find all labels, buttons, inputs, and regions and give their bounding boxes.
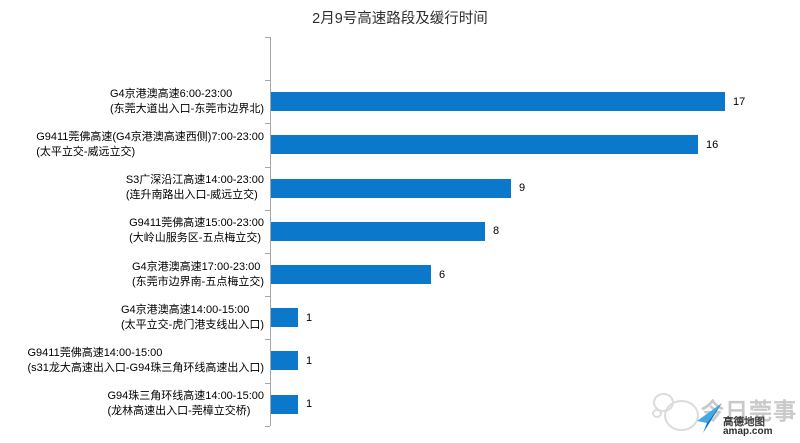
- plot-area: G4京港澳高速6:00-23:00 (东莞大道出入口-东莞市边界北) 17 G9…: [0, 37, 800, 426]
- chart-row: S3广深沿江高速14:00-23:00 (连升南路出入口-威远立交) 9: [0, 167, 800, 210]
- map-domain-watermark: amap.com: [723, 426, 773, 437]
- paper-plane-icon: [697, 403, 722, 433]
- category-label: G4京港澳高速6:00-23:00 (东莞大道出入口-东莞市边界北): [0, 87, 264, 117]
- chart-row: G4京港澳高速14:00-15:00 (太平立交-虎门港支线出入口) 1: [0, 296, 800, 339]
- category-label-line2: (龙林高速出入口-莞樟立交桥): [107, 405, 251, 418]
- value-label: 1: [306, 311, 313, 324]
- chart-row: G4京港澳高速6:00-23:00 (东莞大道出入口-东莞市边界北) 17: [0, 80, 800, 123]
- value-label: 17: [733, 95, 746, 108]
- value-label: 1: [306, 398, 313, 411]
- axis-tick: [265, 383, 270, 384]
- category-label: S3广深沿江高速14:00-23:00 (连升南路出入口-威远立交): [0, 173, 264, 203]
- chart-row: G9411莞佛高速14:00-15:00 (s31龙大高速出入口-G94珠三角环…: [0, 339, 800, 382]
- chart-row: G9411莞佛高速15:00-23:00 (大岭山服务区-五点梅立交) 8: [0, 210, 800, 253]
- chat-bubbles-watermark-icon: [652, 409, 662, 418]
- axis-tick: [265, 123, 270, 124]
- category-label-line1: G9411莞佛高速15:00-23:00: [129, 217, 264, 230]
- chart-row: G4京港澳高速17:00-23:00 (东莞市边界南-五点梅立交) 6: [0, 253, 800, 296]
- axis-tick: [265, 80, 270, 81]
- category-label: G9411莞佛高速(G4京港澳高速西侧)7:00-23:00 (太平立交-威远立…: [0, 130, 264, 160]
- chart-title: 2月9号高速路段及缓行时间: [312, 11, 488, 27]
- category-label: G4京港澳高速17:00-23:00 (东莞市边界南-五点梅立交): [0, 260, 264, 290]
- axis-tick: [265, 167, 270, 168]
- category-label-line1: G9411莞佛高速14:00-15:00: [27, 346, 163, 359]
- category-label: G94珠三角环线高速14:00-15:00 (龙林高速出入口-莞樟立交桥): [0, 389, 264, 419]
- bar: [271, 351, 298, 371]
- axis-tick: [265, 210, 270, 211]
- chart-row: G94珠三角环线高速14:00-15:00 (龙林高速出入口-莞樟立交桥) 1: [0, 383, 800, 426]
- chart-row: G9411莞佛高速(G4京港澳高速西侧)7:00-23:00 (太平立交-威远立…: [0, 123, 800, 166]
- category-label-line2: (东莞市边界南-五点梅立交): [132, 275, 264, 288]
- bar: [271, 92, 725, 112]
- category-label-line2: (太平立交-虎门港支线出入口): [121, 318, 264, 331]
- y-axis-line: [270, 37, 271, 426]
- axis-tick: [265, 426, 270, 427]
- category-label-line1: G9411莞佛高速(G4京港澳高速西侧)7:00-23:00: [36, 130, 264, 143]
- category-label-line1: G4京港澳高速17:00-23:00: [132, 260, 261, 273]
- category-label-line1: S3广深沿江高速14:00-23:00: [125, 174, 264, 187]
- axis-tick: [265, 296, 270, 297]
- map-brand-watermark: 高德地图: [723, 416, 765, 428]
- empty-band: [0, 37, 800, 80]
- category-label-line2: (大岭山服务区-五点梅立交): [129, 232, 262, 245]
- category-label: G9411莞佛高速15:00-23:00 (大岭山服务区-五点梅立交): [0, 216, 264, 246]
- bar: [271, 178, 511, 198]
- bar: [271, 135, 698, 155]
- chat-bubbles-watermark-icon: [664, 400, 699, 431]
- bar: [271, 308, 298, 328]
- category-label-line2: (连升南路出入口-威远立交): [125, 189, 258, 202]
- category-label-line2: (东莞大道出入口-东莞市边界北): [110, 102, 264, 115]
- bar: [271, 394, 298, 414]
- category-label: G4京港澳高速14:00-15:00 (太平立交-虎门港支线出入口): [0, 303, 264, 333]
- value-label: 9: [519, 182, 526, 195]
- category-label-line1: G4京港澳高速14:00-15:00: [121, 303, 250, 316]
- category-label-line1: G94珠三角环线高速14:00-15:00: [107, 390, 264, 403]
- category-label-line2: (s31龙大高速出入口-G94珠三角环线高速出入口): [27, 361, 264, 374]
- axis-tick: [265, 339, 270, 340]
- axis-tick: [265, 37, 270, 38]
- bar: [271, 221, 485, 241]
- category-label-line2: (太平立交-威远立交): [36, 145, 136, 158]
- category-label: G9411莞佛高速14:00-15:00 (s31龙大高速出入口-G94珠三角环…: [0, 346, 264, 376]
- value-label: 16: [706, 138, 719, 151]
- value-label: 6: [439, 268, 446, 281]
- value-label: 1: [306, 354, 313, 367]
- bar: [271, 265, 431, 285]
- axis-tick: [265, 253, 270, 254]
- category-label-line1: G4京港澳高速6:00-23:00: [110, 87, 233, 100]
- value-label: 8: [493, 225, 500, 238]
